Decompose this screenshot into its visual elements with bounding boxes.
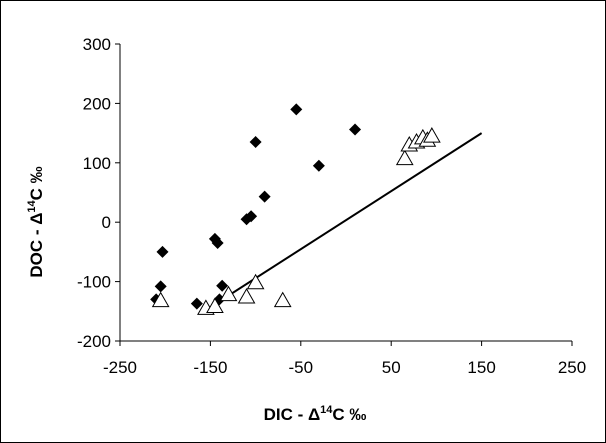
axes (115, 43, 573, 346)
triangle-point (206, 297, 224, 314)
diamond-point (349, 123, 362, 136)
diamond-point (216, 279, 229, 292)
diamond-point (154, 280, 167, 293)
triangle-point (273, 291, 292, 308)
x-tick-label: 250 (558, 358, 586, 377)
x-tick-label: 50 (382, 358, 401, 377)
diamond-point (245, 210, 258, 223)
triangle-point (151, 291, 170, 308)
triangle-point (237, 288, 256, 304)
y-tick-label: 0 (102, 213, 111, 232)
diamond-point (156, 245, 169, 258)
diamond-point (312, 159, 325, 172)
triangle-point (423, 127, 441, 143)
y-tick-label: -200 (77, 332, 111, 351)
data-points (150, 103, 441, 315)
diamond-point (258, 190, 271, 203)
x-tick-label: -50 (289, 358, 314, 377)
x-tick-label: -150 (193, 358, 227, 377)
y-tick-label: 100 (83, 154, 111, 173)
tick-labels: -200 -100 0 100 200 300 -250 -150 -50 50 150 250 (77, 35, 586, 377)
diamond-point (190, 297, 203, 310)
y-tick-label: 300 (83, 35, 111, 54)
diamond-point (211, 236, 224, 249)
triangle-point (219, 285, 238, 302)
y-axis-label: DOC - Δ14C ‰ (26, 166, 46, 277)
triangle-point (395, 149, 414, 166)
x-tick-label: -250 (103, 358, 137, 377)
diamond-point (290, 103, 303, 116)
x-tick-label: 150 (467, 358, 495, 377)
diamond-point (249, 136, 262, 149)
y-tick-label: -100 (77, 273, 111, 292)
triangle-point (246, 273, 265, 290)
x-axis-label: DIC - Δ14C ‰ (264, 404, 367, 424)
y-tick-label: 200 (83, 94, 111, 113)
